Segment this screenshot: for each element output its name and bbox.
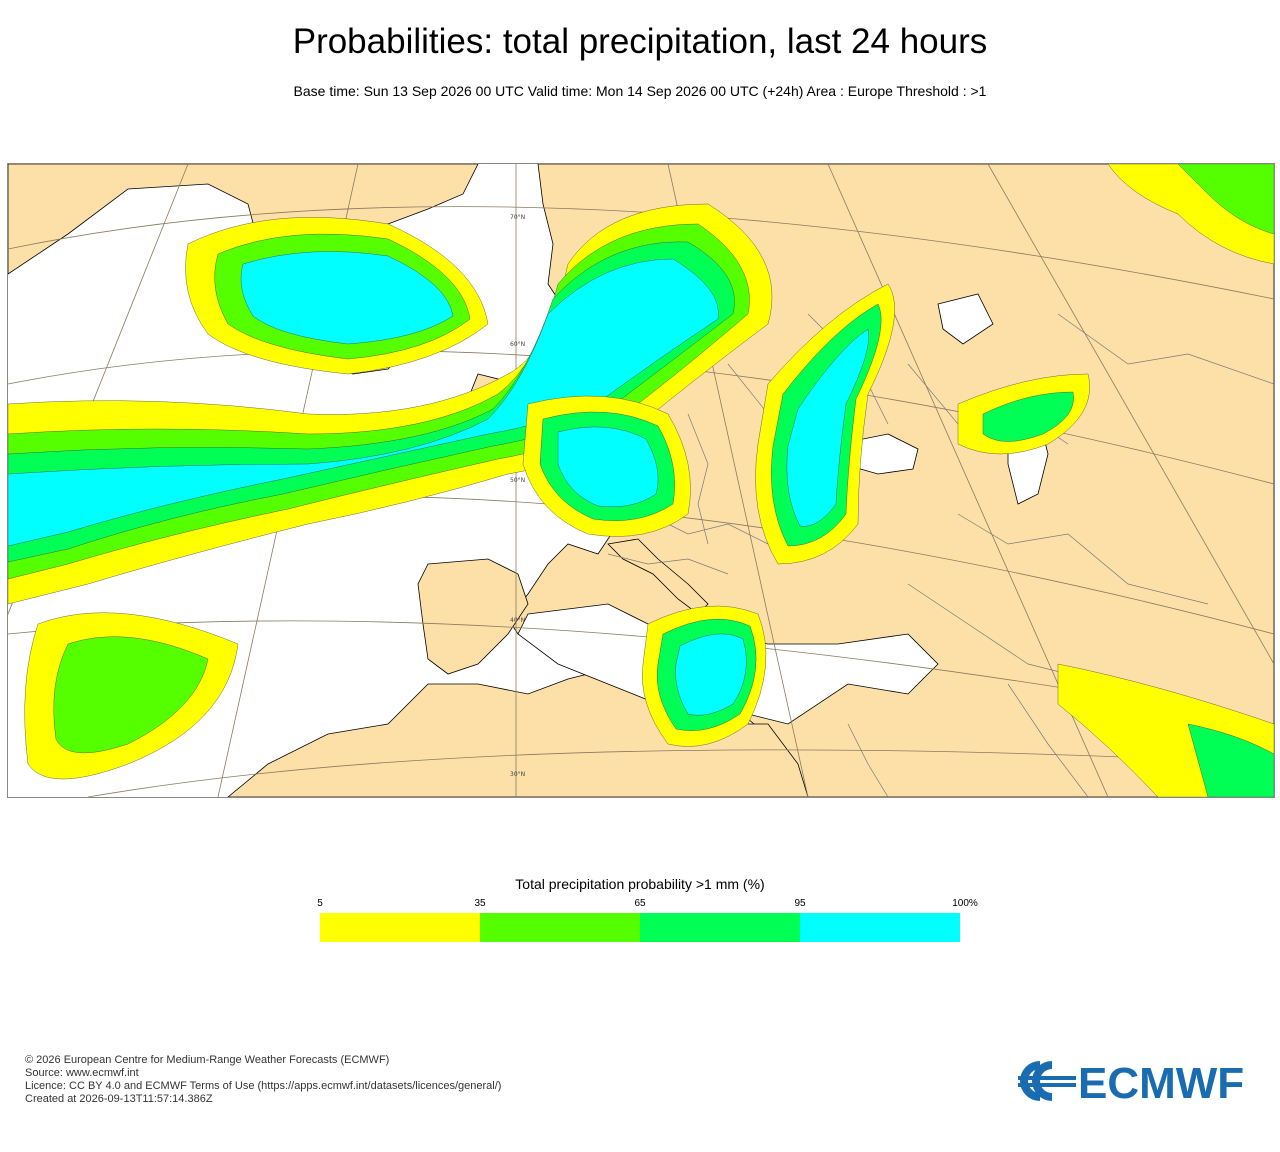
- probability-areas: [8, 164, 1274, 797]
- land-iberia: [417, 558, 529, 675]
- chart-subtitle: Base time: Sun 13 Sep 2026 00 UTC Valid …: [293, 83, 987, 99]
- legend-tick-5: 5: [317, 898, 323, 909]
- sea-white-sea: [937, 293, 994, 345]
- ecmwf-logo-icon: [1018, 1061, 1076, 1101]
- footer-credits: © 2026 European Centre for Medium-Range …: [25, 1054, 501, 1106]
- legend-tick-100: 100%: [952, 898, 978, 909]
- latitude-labels: 70°N 60°N 50°N 40°N 30°N: [510, 214, 525, 778]
- footer-licence: Licence: CC BY 4.0 and ECMWF Terms of Us…: [25, 1080, 502, 1092]
- legend-tick-65: 65: [634, 898, 646, 909]
- lat-label-60: 60°N: [510, 341, 525, 348]
- lat-label-70: 70°N: [510, 214, 525, 221]
- legend-band-5-35: [320, 913, 480, 942]
- legend-title: Total precipitation probability >1 mm (%…: [515, 876, 765, 892]
- chart-title: Probabilities: total precipitation, last…: [292, 22, 988, 61]
- legend-band-95-100: [800, 913, 960, 942]
- footer-source: Source: www.ecmwf.int: [25, 1067, 139, 1079]
- legend-band-35-65: [480, 913, 640, 942]
- prob-band-95-100: [8, 258, 719, 547]
- ecmwf-logo[interactable]: ECMWF: [1016, 1058, 1261, 1104]
- footer-copyright: © 2026 European Centre for Medium-Range …: [25, 1054, 390, 1066]
- legend-tick-35: 35: [474, 898, 486, 909]
- legend-band-65-95: [640, 913, 800, 942]
- footer-created: Created at 2026-09-13T11:57:14.386Z: [25, 1093, 213, 1105]
- lat-label-40: 40°N: [510, 617, 525, 624]
- ecmwf-logo-text: ECMWF: [1078, 1059, 1244, 1104]
- lat-label-30: 30°N: [510, 771, 525, 778]
- precipitation-probability-map[interactable]: 70°N 60°N 50°N 40°N 30°N: [7, 163, 1275, 798]
- lat-label-50: 50°N: [510, 477, 525, 484]
- legend-tick-95: 95: [794, 898, 806, 909]
